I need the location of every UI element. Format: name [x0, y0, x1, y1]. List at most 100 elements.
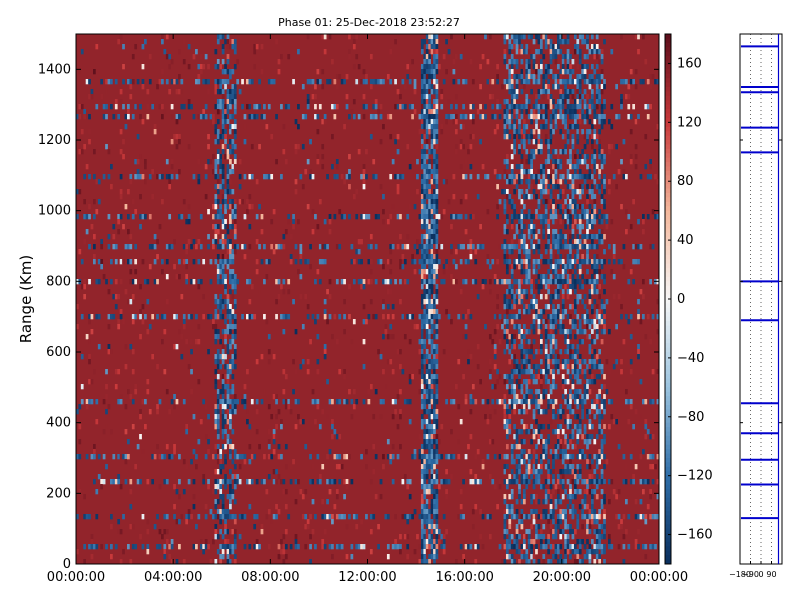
heatmap-cell [216, 34, 220, 40]
heatmap-cell [510, 104, 514, 110]
heatmap-cell [199, 214, 203, 220]
heatmap-cell [248, 544, 252, 550]
heatmap-cell [76, 409, 79, 415]
heatmap-cell [386, 114, 390, 120]
heatmap-cell [430, 459, 434, 465]
heatmap-cell [187, 99, 191, 105]
heatmap-cell [508, 524, 512, 530]
heatmap-cell [435, 424, 439, 430]
heatmap-cell [435, 319, 439, 325]
heatmap-cell [233, 464, 237, 470]
heatmap-cell [221, 199, 225, 205]
heatmap-cell [547, 69, 550, 75]
heatmap-cell [532, 364, 536, 370]
heatmap-cell [556, 479, 560, 485]
heatmap-cell [93, 444, 96, 450]
heatmap-cell [430, 139, 434, 145]
heatmap-cell [515, 34, 519, 40]
heatmap-cell [442, 79, 446, 85]
heatmap-cell [85, 79, 89, 85]
heatmap-cell [284, 544, 288, 550]
heatmap-cell [537, 229, 541, 235]
heatmap-cell [435, 224, 439, 230]
heatmap-cell [488, 289, 492, 295]
heatmap-cell [433, 69, 436, 75]
heatmap-cell [576, 554, 580, 560]
heatmap-cell [352, 389, 356, 395]
heatmap-cell [435, 409, 439, 415]
heatmap-cell [450, 399, 453, 405]
heatmap-cell [233, 314, 237, 320]
heatmap-cell [518, 364, 521, 370]
heatmap-cell [161, 314, 164, 320]
heatmap-cell [571, 234, 575, 240]
heatmap-cell [433, 154, 436, 160]
heatmap-cell [100, 264, 104, 270]
heatmap-cell [503, 464, 507, 470]
heatmap-cell [518, 49, 521, 55]
heatmap-cell [515, 474, 519, 480]
heatmap-cell [413, 259, 417, 265]
heatmap-cell [578, 174, 582, 180]
heatmap-cell [190, 369, 193, 375]
heatmap-cell [515, 434, 519, 440]
heatmap-cell [231, 284, 235, 290]
heatmap-cell [544, 409, 548, 415]
heatmap-cell [520, 209, 524, 215]
heatmap-cell [248, 279, 252, 285]
heatmap-cell [158, 529, 162, 535]
heatmap-cell [229, 444, 232, 450]
heatmap-cell [571, 544, 575, 550]
heatmap-cell [187, 64, 191, 70]
heatmap-cell [231, 89, 235, 95]
heatmap-cell [161, 114, 164, 120]
heatmap-cell [224, 289, 227, 295]
heatmap-cell [391, 304, 395, 310]
heatmap-cell [559, 114, 563, 120]
heatmap-cell [537, 439, 541, 445]
heatmap-cell [525, 49, 529, 55]
heatmap-cell [243, 394, 247, 400]
heatmap-cell [493, 169, 497, 175]
heatmap-cell [110, 554, 113, 560]
heatmap-cell [469, 174, 473, 180]
heatmap-cell [221, 494, 225, 500]
heatmap-cell [569, 159, 572, 165]
heatmap-cell [379, 494, 383, 500]
heatmap-cell [566, 279, 570, 285]
heatmap-cell [537, 169, 541, 175]
heatmap-cell [433, 124, 436, 130]
heatmap-cell [335, 104, 339, 110]
heatmap-cell [90, 89, 94, 95]
heatmap-cell [539, 194, 543, 200]
heatmap-cell [423, 224, 427, 230]
heatmap-cell [272, 429, 276, 435]
heatmap-cell [369, 479, 373, 485]
heatmap-cell [399, 389, 402, 395]
heatmap-cell [420, 539, 424, 545]
heatmap-cell [420, 424, 424, 430]
heatmap-cell [114, 479, 118, 485]
heatmap-cell [435, 524, 439, 530]
heatmap-cell [496, 64, 499, 70]
heatmap-cell [537, 324, 541, 330]
heatmap-cell [532, 59, 536, 65]
heatmap-cell [428, 419, 431, 425]
heatmap-cell [435, 184, 439, 190]
heatmap-cell [561, 194, 565, 200]
heatmap-cell [233, 324, 237, 330]
heatmap-cell [544, 494, 548, 500]
heatmap-cell [209, 259, 213, 265]
heatmap-cell [233, 559, 237, 565]
heatmap-cell [576, 394, 580, 400]
heatmap-cell [459, 289, 463, 295]
heatmap-cell [231, 364, 235, 370]
heatmap-cell [202, 314, 206, 320]
heatmap-cell [345, 454, 349, 460]
heatmap-cell [408, 164, 412, 170]
heatmap-cell [97, 314, 101, 320]
heatmap-cell [564, 439, 567, 445]
heatmap-cell [348, 184, 351, 190]
heatmap-cell [386, 314, 390, 320]
heatmap-cell [180, 214, 184, 220]
